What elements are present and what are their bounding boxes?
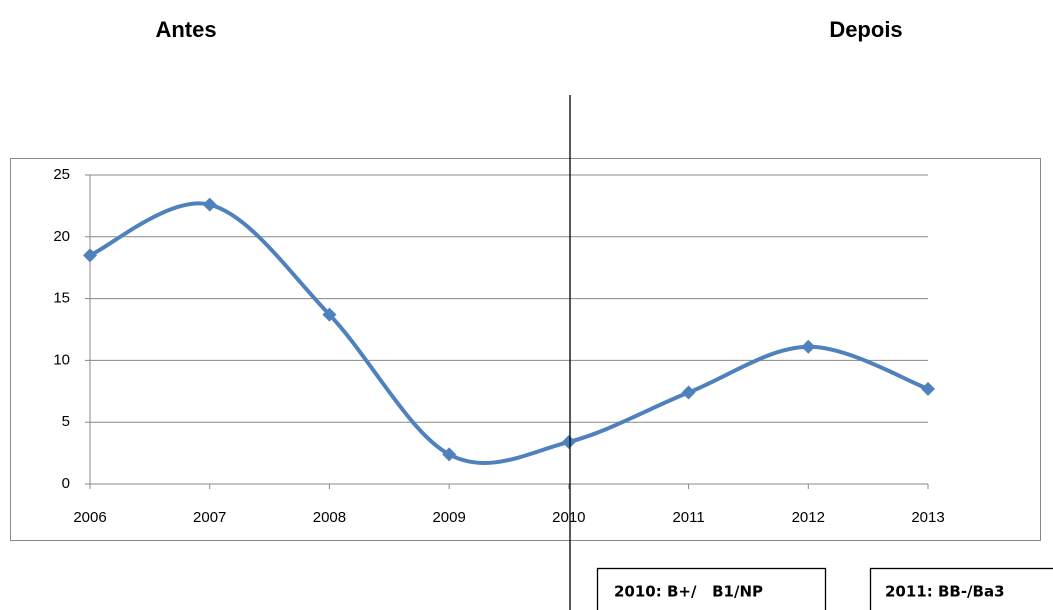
- left-heading: Antes: [155, 17, 216, 42]
- y-tick-label: 15: [53, 290, 70, 307]
- y-tick-label: 25: [53, 166, 70, 183]
- x-tick-label: 2008: [313, 509, 346, 526]
- marker: [921, 381, 935, 396]
- chart-frame: [10, 158, 1041, 541]
- x-tick-label: 2010: [552, 509, 585, 526]
- marker: [561, 434, 576, 449]
- plot: 0 5 10 15 20 25 2006 2007 2008 2009 2010 2011 2012 20…: [53, 166, 944, 526]
- x-tick-label: 2007: [193, 509, 226, 526]
- series-line: [89, 201, 929, 465]
- y-tick-label: 20: [53, 228, 70, 245]
- x-tick-label: 2006: [73, 509, 106, 526]
- marker: [442, 447, 457, 462]
- x-tick-label: 2012: [792, 509, 825, 526]
- y-tick-label: 5: [62, 413, 70, 430]
- y-tick-label: 0: [62, 475, 70, 492]
- note-box: [596, 567, 827, 610]
- marker: [83, 248, 97, 263]
- note-box: [869, 567, 1053, 610]
- marker: [322, 307, 337, 322]
- note-2010: 2010: B+/ B1/NP: [614, 583, 763, 601]
- right-heading: Depois: [829, 17, 902, 42]
- x-tick-label: 2011: [672, 509, 704, 526]
- marker: [202, 197, 217, 212]
- y-tick-label: 10: [53, 351, 70, 368]
- note-2011: 2011: BB-/Ba3: [885, 583, 1005, 601]
- x-tick-label: 2013: [911, 509, 944, 526]
- marker: [801, 339, 816, 354]
- x-tick-label: 2009: [432, 509, 465, 526]
- marker: [681, 385, 696, 400]
